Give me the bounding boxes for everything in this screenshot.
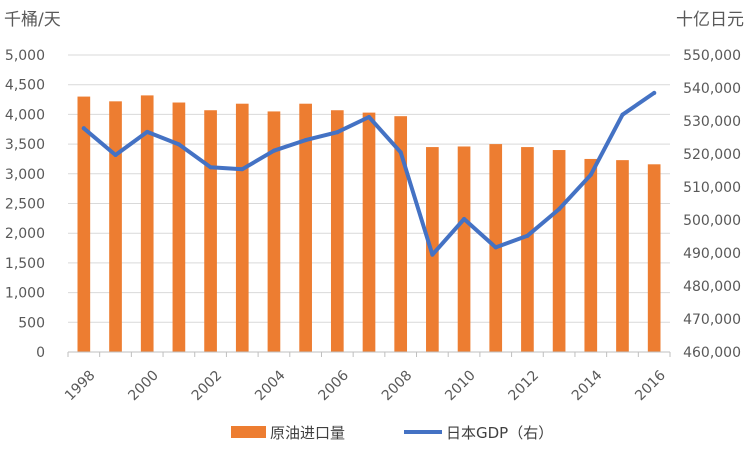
left-axis-unit: 千桶/天 xyxy=(4,10,61,30)
right-axis-tick-label: 500,000 xyxy=(683,213,741,229)
right-axis-tick-label: 490,000 xyxy=(683,246,741,262)
gdp-point xyxy=(176,142,181,147)
bar-oil-imports xyxy=(204,110,217,352)
left-axis-tick-label: 4,000 xyxy=(5,107,45,123)
x-axis-tick-label: 2008 xyxy=(379,368,416,405)
gdp-point xyxy=(398,150,403,155)
right-axis-tick-label: 470,000 xyxy=(683,312,741,328)
bar-oil-imports xyxy=(394,116,408,352)
bars xyxy=(77,95,661,353)
left-axis-tick-label: 2,500 xyxy=(5,197,45,213)
x-axis-tick-label: 2016 xyxy=(632,367,669,404)
gdp-point xyxy=(208,165,213,170)
gdp-point xyxy=(652,90,657,95)
bar-oil-imports xyxy=(77,96,91,352)
bar-oil-imports xyxy=(647,164,661,352)
gdp-point xyxy=(557,207,562,212)
left-axis-tick-label: 3,000 xyxy=(5,167,45,183)
left-axis-ticks: 0 500 1,000 1,500 2,000 2,500 3,000 3,500 4,000 4… xyxy=(5,48,45,361)
x-axis-tick-label: 2014 xyxy=(569,367,606,404)
gdp-point xyxy=(525,233,530,238)
gdp-point xyxy=(271,148,276,153)
bar-oil-imports xyxy=(362,112,376,352)
gdp-point xyxy=(430,252,435,257)
gdp-point xyxy=(620,112,625,117)
left-axis-tick-label: 3,500 xyxy=(5,137,45,153)
bar-oil-imports xyxy=(616,160,629,352)
bar-oil-imports xyxy=(235,103,249,352)
x-axis-tick-label: 1998 xyxy=(62,368,99,405)
bar-oil-imports xyxy=(584,158,598,352)
bar-oil-imports xyxy=(330,110,344,352)
right-axis-tick-label: 480,000 xyxy=(683,279,741,295)
x-axis-tick-label: 2006 xyxy=(315,367,352,404)
right-axis-unit: 十亿日元 xyxy=(676,10,744,30)
x-axis-tick-label: 2000 xyxy=(125,368,162,405)
legend-label-gdp: 日本GDP（右） xyxy=(446,424,553,442)
left-axis-tick-label: 500 xyxy=(18,315,45,331)
legend: 原油进口量 日本GDP（右） xyxy=(231,424,553,442)
right-axis-tick-label: 550,000 xyxy=(683,48,741,64)
right-axis-tick-label: 540,000 xyxy=(683,81,741,97)
right-axis-tick-label: 520,000 xyxy=(683,147,741,163)
bar-oil-imports xyxy=(172,102,186,353)
gdp-point xyxy=(303,138,308,143)
bar-oil-imports xyxy=(299,103,312,352)
bar-oil-imports xyxy=(552,150,566,352)
bar-oil-imports xyxy=(457,146,471,352)
left-axis-tick-label: 0 xyxy=(36,345,45,361)
x-axis-tick-label: 2010 xyxy=(442,368,479,405)
bar-oil-imports xyxy=(140,95,154,352)
right-axis-tick-label: 460,000 xyxy=(683,345,741,361)
gdp-point xyxy=(335,130,340,135)
left-axis-tick-label: 5,000 xyxy=(5,48,45,64)
bar-oil-imports xyxy=(109,101,122,352)
right-axis-tick-label: 510,000 xyxy=(683,180,741,196)
gdp-point xyxy=(145,129,150,134)
bar-oil-imports xyxy=(521,147,534,352)
left-axis-tick-label: 1,500 xyxy=(5,256,45,272)
x-axis-tick-label: 2002 xyxy=(189,368,226,405)
left-axis-tick-label: 4,500 xyxy=(5,78,45,94)
gdp-point xyxy=(493,245,498,250)
gdp-point xyxy=(588,172,593,177)
x-axis-tick-label: 2004 xyxy=(252,367,289,404)
gdp-point xyxy=(240,167,245,172)
gdp-point xyxy=(81,126,86,131)
gdp-point xyxy=(367,115,371,120)
gdp-point xyxy=(462,217,467,222)
right-axis-tick-label: 530,000 xyxy=(683,114,741,130)
legend-swatch-oil-imports xyxy=(231,426,266,438)
right-axis-ticks: 460,000 470,000 480,000 490,000 500,000 510,0… xyxy=(683,48,741,361)
gdp-point xyxy=(113,152,118,157)
x-axis: 1998 2000 2002 2004 2006 2008 2010 2012 2014 2016 xyxy=(62,351,671,405)
legend-label-oil-imports: 原油进口量 xyxy=(270,424,345,442)
x-axis-tick-label: 2012 xyxy=(506,368,543,405)
left-axis-tick-label: 2,000 xyxy=(5,226,45,242)
left-axis-tick-label: 1,000 xyxy=(5,286,45,302)
gdp-line xyxy=(81,90,657,257)
bar-oil-imports xyxy=(267,111,281,353)
